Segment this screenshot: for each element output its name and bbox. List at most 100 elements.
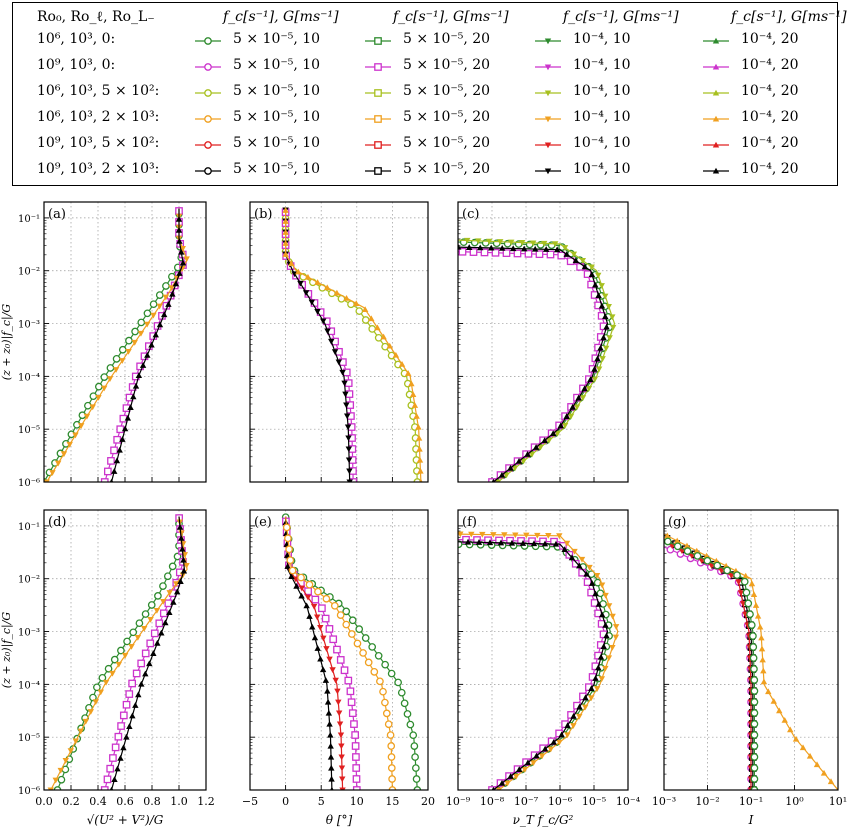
data-point bbox=[168, 272, 176, 281]
data-point bbox=[750, 720, 759, 728]
data-point bbox=[125, 690, 134, 698]
data-point bbox=[143, 321, 151, 328]
data-point bbox=[282, 207, 289, 213]
data-point bbox=[468, 531, 475, 538]
data-point bbox=[333, 645, 341, 654]
data-point bbox=[282, 240, 289, 246]
data-point bbox=[475, 238, 482, 245]
data-point bbox=[498, 471, 506, 478]
data-point bbox=[416, 445, 423, 452]
data-point bbox=[361, 306, 369, 313]
data-point bbox=[126, 723, 133, 730]
data-point bbox=[154, 592, 162, 600]
data-point bbox=[106, 764, 115, 773]
series-line bbox=[110, 516, 186, 790]
data-point bbox=[368, 325, 377, 333]
data-point bbox=[310, 603, 318, 610]
data-point bbox=[83, 413, 91, 420]
legend-entry-label: 10⁻⁴, 20 bbox=[741, 109, 799, 125]
data-point bbox=[330, 786, 334, 790]
panel-f: (f) 10⁻⁹ 10⁻⁸ 10⁻⁷ 10⁻⁶ 10⁻⁵ 10⁻⁴ ν_T f_c/G² bbox=[446, 509, 641, 827]
data-point bbox=[595, 292, 602, 299]
data-point bbox=[400, 699, 409, 708]
data-point bbox=[524, 249, 533, 258]
data-point bbox=[112, 367, 120, 373]
data-point bbox=[508, 239, 515, 246]
data-point bbox=[116, 425, 125, 434]
data-point bbox=[546, 250, 555, 259]
data-point bbox=[335, 699, 342, 706]
legend-entry-label: 10⁻⁴, 10 bbox=[573, 135, 631, 151]
data-point bbox=[117, 646, 125, 655]
data-point bbox=[486, 539, 494, 546]
data-point bbox=[282, 251, 289, 257]
data-point bbox=[94, 382, 103, 391]
data-point bbox=[110, 655, 119, 664]
data-point bbox=[750, 742, 759, 750]
legend-entry-label: 5 × 10⁻⁵, 20 bbox=[403, 161, 491, 177]
data-point bbox=[330, 601, 339, 610]
data-point bbox=[609, 644, 616, 651]
data-point bbox=[588, 264, 595, 271]
data-point bbox=[340, 666, 349, 675]
data-point bbox=[283, 552, 291, 558]
data-point bbox=[361, 316, 370, 324]
data-point bbox=[595, 366, 603, 373]
data-point bbox=[166, 609, 173, 615]
data-point bbox=[458, 531, 464, 538]
data-point bbox=[374, 651, 383, 660]
data-point bbox=[528, 451, 536, 458]
legend-entry-label: 10⁻⁴, 10 bbox=[573, 109, 631, 125]
data-point bbox=[346, 468, 353, 475]
data-point bbox=[303, 602, 310, 609]
data-point bbox=[593, 572, 601, 579]
legend-row-label: 10⁹, 10³, 0: bbox=[37, 57, 116, 73]
data-point bbox=[67, 748, 74, 755]
data-point bbox=[581, 385, 588, 392]
data-point bbox=[683, 542, 691, 549]
data-point bbox=[602, 621, 609, 628]
data-point bbox=[541, 437, 548, 443]
data-point bbox=[162, 294, 170, 301]
data-point bbox=[183, 256, 190, 263]
data-point bbox=[306, 613, 313, 619]
data-point bbox=[520, 458, 527, 465]
data-point bbox=[386, 731, 395, 739]
data-point bbox=[173, 588, 181, 595]
data-point bbox=[293, 583, 300, 589]
data-point bbox=[598, 611, 606, 618]
data-point bbox=[605, 603, 613, 610]
legend-marker bbox=[544, 116, 552, 123]
x-tick-label: 10⁻⁶ bbox=[548, 795, 573, 808]
data-point bbox=[332, 677, 339, 684]
data-point bbox=[519, 540, 527, 546]
data-point bbox=[750, 687, 759, 695]
data-point bbox=[411, 402, 419, 408]
data-point bbox=[114, 732, 123, 741]
data-point bbox=[532, 444, 540, 450]
data-point bbox=[302, 290, 310, 296]
data-point bbox=[324, 328, 331, 335]
data-point bbox=[600, 643, 607, 649]
data-point bbox=[605, 655, 613, 662]
data-point bbox=[297, 573, 305, 582]
series-line bbox=[664, 541, 752, 790]
data-point bbox=[60, 451, 68, 458]
data-point bbox=[469, 248, 478, 256]
data-point bbox=[758, 634, 765, 641]
panel-label: (a) bbox=[48, 207, 66, 222]
data-point bbox=[57, 775, 66, 784]
data-point bbox=[588, 271, 596, 278]
data-point bbox=[571, 548, 578, 555]
data-point bbox=[318, 604, 326, 613]
data-point bbox=[606, 335, 613, 342]
data-point bbox=[128, 679, 136, 688]
data-point bbox=[177, 578, 184, 584]
data-point bbox=[179, 266, 186, 272]
data-point bbox=[176, 270, 183, 276]
data-point bbox=[564, 722, 571, 728]
data-point bbox=[588, 685, 595, 691]
data-point bbox=[609, 613, 616, 620]
data-point bbox=[160, 599, 167, 605]
data-point bbox=[578, 556, 586, 563]
